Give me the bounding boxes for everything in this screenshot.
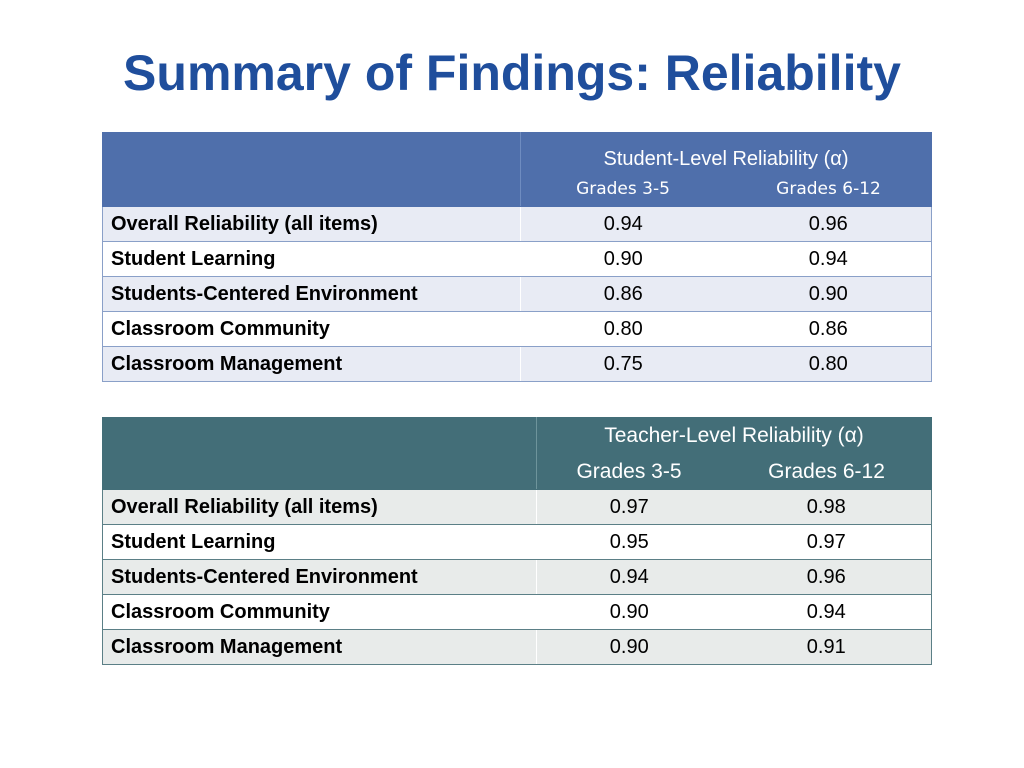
teacher-table-grade-row: Grades 3-5 Grades 6-12 bbox=[103, 453, 933, 490]
cell-grades-6-12: 0.94 bbox=[721, 594, 933, 630]
header-blank-cell bbox=[102, 132, 521, 207]
row-label: Student Learning bbox=[102, 241, 521, 277]
row-label: Students-Centered Environment bbox=[102, 559, 537, 595]
grade-3-5-header: Grades 3-5 bbox=[536, 453, 722, 490]
cell-grades-6-12: 0.96 bbox=[721, 559, 933, 595]
cell-grades-3-5: 0.90 bbox=[520, 241, 726, 277]
cell-grades-3-5: 0.95 bbox=[536, 524, 722, 560]
row-label: Classroom Community bbox=[102, 594, 537, 630]
grade-6-12-header: Grades 6-12 bbox=[720, 453, 933, 490]
cell-grades-6-12: 0.94 bbox=[725, 241, 932, 277]
slide-title: Summary of Findings: Reliability bbox=[123, 45, 901, 101]
table-row: Students-Centered Environment 0.86 0.90 bbox=[102, 276, 932, 312]
table-row: Classroom Community 0.90 0.94 bbox=[102, 594, 933, 630]
table-row: Student Learning 0.95 0.97 bbox=[102, 524, 933, 560]
cell-grades-6-12: 0.97 bbox=[721, 524, 933, 560]
cell-grades-6-12: 0.98 bbox=[721, 489, 933, 525]
table-row: Students-Centered Environment 0.94 0.96 bbox=[102, 559, 933, 595]
cell-grades-3-5: 0.97 bbox=[536, 489, 722, 525]
cell-grades-6-12: 0.80 bbox=[725, 346, 932, 382]
cell-grades-3-5: 0.86 bbox=[520, 276, 726, 312]
table-row: Overall Reliability (all items) 0.97 0.9… bbox=[102, 489, 933, 525]
grade-3-5-header: Grades 3-5 bbox=[520, 171, 726, 207]
table-row: Student Learning 0.90 0.94 bbox=[102, 241, 932, 277]
table-row: Classroom Community 0.80 0.86 bbox=[102, 311, 932, 347]
cell-grades-3-5: 0.90 bbox=[536, 594, 722, 630]
student-table-header: Student-Level Reliability (α) bbox=[520, 132, 932, 172]
student-reliability-table: Student-Level Reliability (α) Grades 3-5… bbox=[102, 132, 932, 382]
teacher-table-header: Teacher-Level Reliability (α) bbox=[535, 417, 933, 454]
cell-grades-6-12: 0.90 bbox=[725, 276, 932, 312]
cell-grades-3-5: 0.75 bbox=[520, 346, 726, 382]
table-row: Classroom Management 0.75 0.80 bbox=[102, 346, 932, 382]
student-table-grade-row: Grades 3-5 Grades 6-12 bbox=[103, 171, 932, 207]
cell-grades-6-12: 0.91 bbox=[721, 629, 933, 665]
row-label: Classroom Management bbox=[102, 629, 537, 665]
row-label: Classroom Community bbox=[102, 311, 521, 347]
teacher-table-header-row: Teacher-Level Reliability (α) bbox=[102, 417, 933, 490]
row-label: Overall Reliability (all items) bbox=[102, 206, 521, 242]
row-label: Classroom Management bbox=[102, 346, 521, 382]
row-label: Students-Centered Environment bbox=[102, 276, 521, 312]
teacher-reliability-table: Teacher-Level Reliability (α) Grades 3-5… bbox=[102, 417, 933, 665]
cell-grades-6-12: 0.86 bbox=[725, 311, 932, 347]
row-label: Student Learning bbox=[102, 524, 537, 560]
row-label: Overall Reliability (all items) bbox=[102, 489, 537, 525]
cell-grades-3-5: 0.94 bbox=[520, 206, 726, 242]
cell-grades-3-5: 0.90 bbox=[536, 629, 722, 665]
cell-grades-3-5: 0.80 bbox=[520, 311, 726, 347]
table-row: Classroom Management 0.90 0.91 bbox=[102, 629, 933, 665]
header-blank-cell bbox=[102, 417, 537, 490]
cell-grades-6-12: 0.96 bbox=[725, 206, 932, 242]
table-row: Overall Reliability (all items) 0.94 0.9… bbox=[102, 206, 932, 242]
grade-6-12-header: Grades 6-12 bbox=[725, 171, 932, 207]
student-table-header-row: Student-Level Reliability (α) bbox=[102, 132, 932, 207]
cell-grades-3-5: 0.94 bbox=[536, 559, 722, 595]
